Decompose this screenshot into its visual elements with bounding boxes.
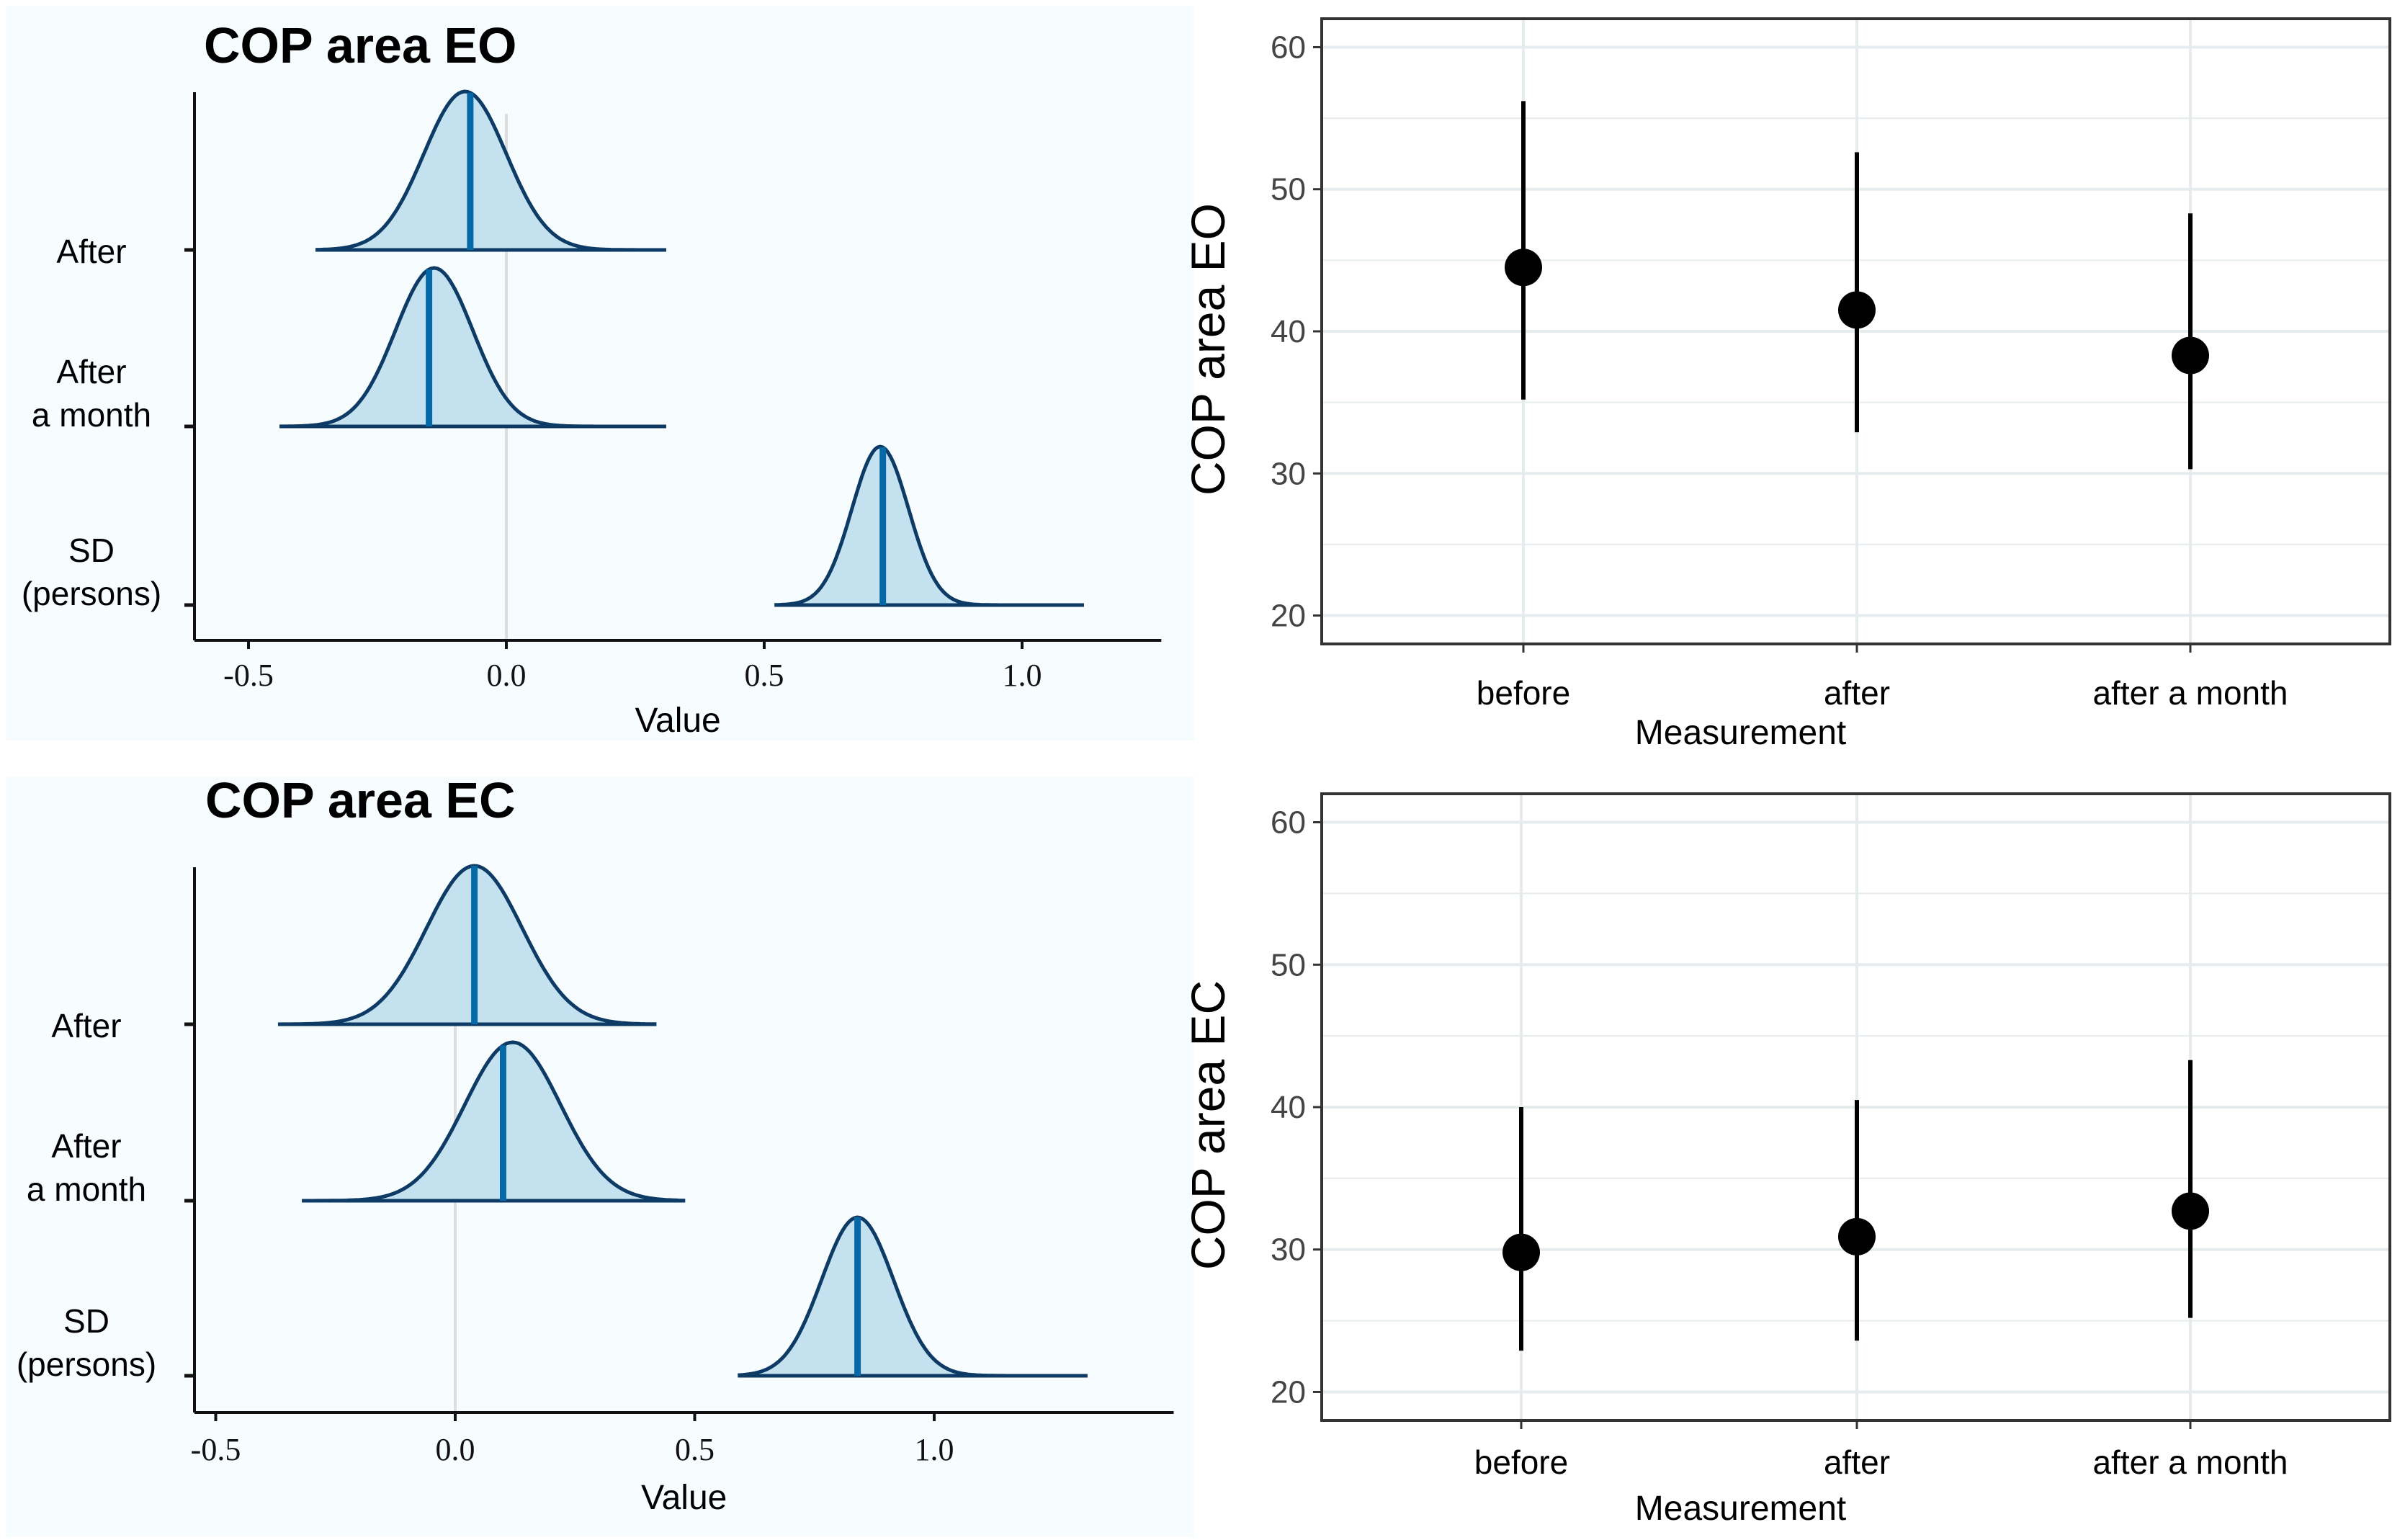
density-ridge (315, 89, 666, 252)
y-tick-label: a month (27, 1170, 146, 1208)
y-tick-label: 40 (1271, 1090, 1306, 1125)
estimate-point (2172, 1192, 2209, 1230)
y-tick-label: 40 (1271, 314, 1306, 349)
estimate-point (2172, 336, 2209, 375)
y-tick-label: 30 (1271, 456, 1306, 491)
y-tick-label: After (56, 233, 126, 270)
y-tick-label: (persons) (17, 1346, 156, 1383)
ridge-chart-eo: COP area EO After After a month SD (persons) -… (6, 6, 1194, 740)
x-axis-label: Value (641, 1479, 727, 1517)
density-fill (774, 447, 1084, 605)
estimate-point (1838, 291, 1876, 329)
x-tick-label: -0.5 (223, 658, 274, 693)
x-axis-label: Value (635, 702, 721, 740)
density-outline (277, 864, 657, 1026)
panel-background (6, 6, 1194, 740)
estimate-point (1838, 1217, 1876, 1255)
x-tick-label: 1.0 (1003, 658, 1042, 693)
density-fill (279, 268, 666, 426)
y-tick-label: SD (68, 532, 115, 569)
density-ridge (277, 864, 657, 1026)
density-fill (302, 1042, 686, 1201)
density-ridge (302, 1040, 686, 1203)
x-tick-label: 0.0 (436, 1432, 475, 1467)
point-interval-chart-eo: 20 30 40 50 60 before after after a month Measur… (1181, 17, 2391, 752)
y-tick-label: 30 (1271, 1232, 1306, 1268)
y-tick-label: 20 (1271, 599, 1306, 634)
density-fill (278, 866, 657, 1024)
x-tick-label: after a month (2092, 1443, 2288, 1481)
x-tick-label: 0.5 (675, 1432, 715, 1467)
density-ridge (279, 266, 666, 429)
chart-title: COP area EC (205, 772, 516, 828)
x-tick-label: after (1824, 1443, 1890, 1481)
y-tick-label: After (51, 1127, 121, 1165)
plot-frame (1320, 792, 2391, 1422)
x-tick-label: -0.5 (191, 1432, 241, 1467)
x-tick-label: 1.0 (915, 1432, 954, 1467)
density-ridge (774, 444, 1084, 607)
estimate-point (1505, 249, 1542, 287)
x-axis-label: Measurement (1635, 714, 1846, 752)
y-tick-label: 50 (1271, 947, 1306, 982)
y-axis-label: COP area EC (1181, 980, 1235, 1270)
x-tick-label: after a month (2092, 674, 2288, 712)
point-interval-chart-ec: 20 30 40 50 60 before after after a month Measur… (1181, 792, 2391, 1528)
y-tick-label: (persons) (22, 575, 161, 612)
estimate-point (1502, 1233, 1540, 1271)
density-ridge (738, 1215, 1088, 1378)
x-tick-label: after (1824, 674, 1890, 712)
y-tick-label: 50 (1271, 172, 1306, 207)
density-fill (315, 91, 666, 250)
ridge-chart-ec: COP area EC After After a month SD (persons) -… (6, 772, 1194, 1536)
y-tick-label: a month (32, 396, 151, 434)
y-tick-label: After (51, 1007, 121, 1044)
x-tick-label: 0.0 (487, 658, 527, 693)
y-tick-label: SD (63, 1302, 109, 1340)
y-axis-label: COP area EO (1181, 203, 1235, 496)
y-tick-label: 60 (1271, 805, 1306, 841)
density-fill (738, 1217, 1088, 1376)
y-tick-label: 20 (1271, 1374, 1306, 1410)
x-axis-label: Measurement (1635, 1490, 1846, 1528)
x-tick-label: 0.5 (745, 658, 784, 693)
y-tick-label: After (56, 353, 126, 390)
plot-frame (1320, 17, 2391, 645)
y-tick-label: 60 (1271, 30, 1306, 65)
chart-title: COP area EO (204, 17, 517, 73)
x-tick-label: before (1474, 1443, 1568, 1481)
panel-background (6, 776, 1194, 1536)
x-tick-label: before (1477, 674, 1570, 712)
